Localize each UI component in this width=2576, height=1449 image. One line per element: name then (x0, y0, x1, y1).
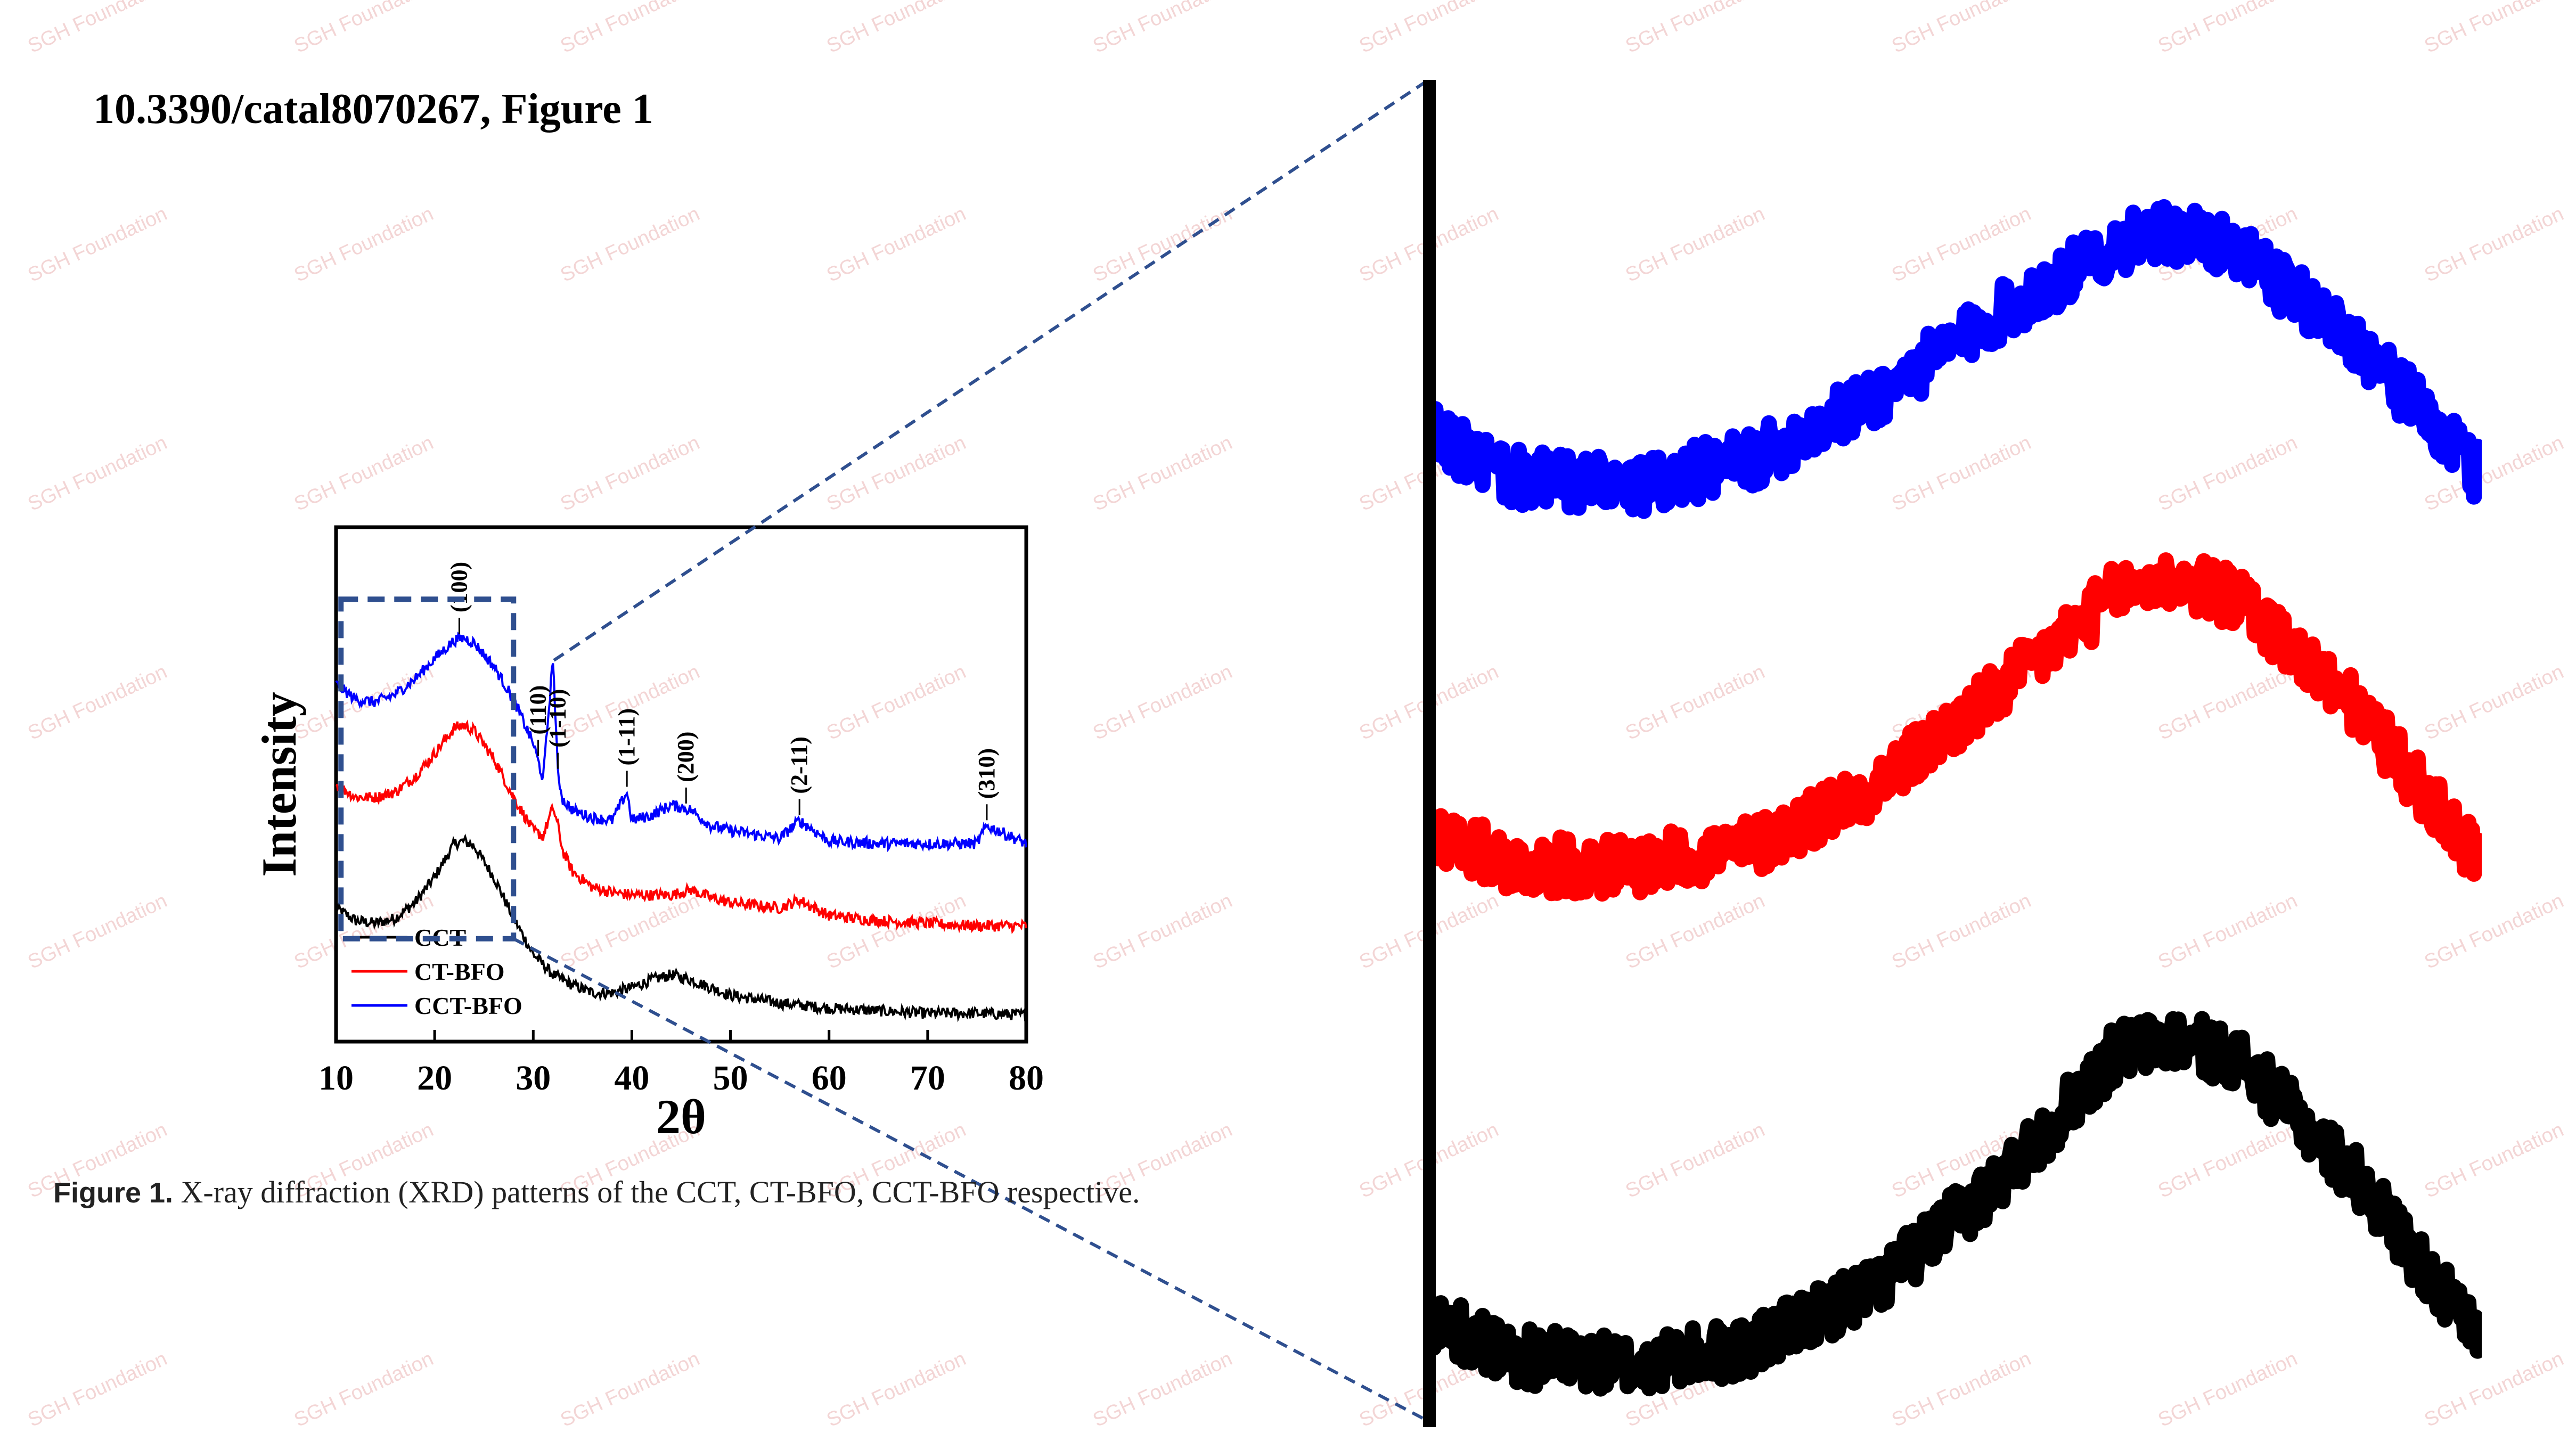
watermark-text: SGH Foundation (823, 0, 969, 58)
watermark-text: SGH Foundation (24, 660, 170, 744)
watermark-text: SGH Foundation (823, 889, 969, 973)
watermark-text: SGH Foundation (823, 431, 969, 515)
watermark-text: SGH Foundation (1888, 0, 2034, 58)
watermark-text: SGH Foundation (1090, 202, 1236, 286)
figure-doi-title: 10.3390/catal8070267, Figure 1 (93, 86, 653, 133)
watermark-text: SGH Foundation (1888, 889, 2034, 973)
plot-frame (334, 525, 1028, 1044)
watermark-text: SGH Foundation (823, 660, 969, 744)
watermark-text: SGH Foundation (2155, 1347, 2301, 1431)
watermark-text: SGH Foundation (1090, 0, 1236, 58)
x-tick-label: 70 (910, 1059, 945, 1098)
watermark-text: SGH Foundation (557, 202, 703, 286)
x-tick-label: 60 (812, 1059, 847, 1098)
watermark-text: SGH Foundation (1622, 660, 1768, 744)
watermark-text: SGH Foundation (2155, 660, 2301, 744)
watermark-text: SGH Foundation (24, 202, 170, 286)
peak-label: (100) (446, 562, 472, 612)
caption-text: X-ray diffraction (XRD) patterns of the … (173, 1175, 1140, 1209)
watermark-text: SGH Foundation (291, 0, 437, 58)
watermark-text: SGH Foundation (823, 202, 969, 286)
watermark-text: SGH Foundation (2421, 1118, 2567, 1202)
x-tick-label: 10 (318, 1059, 354, 1098)
xrd-chart: (100) (110)(1-10) (1-11) (200) (2-11) (310) 1… (252, 525, 1044, 1144)
x-tick-label: 80 (1009, 1059, 1044, 1098)
watermark-text: SGH Foundation (557, 889, 703, 973)
peak-label: (310) (974, 748, 1000, 799)
zoom-box (338, 596, 517, 942)
zoom-left-axis (1423, 80, 1436, 1427)
watermark-text: SGH Foundation (1888, 202, 2034, 286)
watermark-text: SGH Foundation (1622, 0, 1768, 58)
figure-caption: Figure 1. X-ray diffraction (XRD) patter… (53, 1174, 1140, 1210)
series-line-ct-bfo (336, 719, 1027, 935)
watermark-text: SGH Foundation (24, 889, 170, 973)
zoom-connector-top (553, 81, 1426, 662)
legend-label: CT-BFO (414, 958, 505, 985)
watermark-text: SGH Foundation (557, 431, 703, 515)
zoom-series-line-cct-bfo (1425, 199, 2482, 519)
legend-label: CCT-BFO (414, 992, 522, 1019)
watermark-text: SGH Foundation (2155, 431, 2301, 515)
x-tick-label: 50 (713, 1059, 748, 1098)
watermark-text: SGH Foundation (2155, 1118, 2301, 1202)
watermark-text: SGH Foundation (291, 1347, 437, 1431)
series-layer (335, 632, 1027, 1022)
x-axis-label: 2θ (656, 1090, 706, 1144)
watermark-text: SGH Foundation (24, 0, 170, 58)
peak-label: (1-11) (614, 708, 640, 766)
peak-label: (1-10) (545, 689, 571, 748)
watermark-text: SGH Foundation (2421, 1347, 2567, 1431)
watermark-text: SGH Foundation (1622, 202, 1768, 286)
watermark-text: SGH Foundation (1888, 1347, 2034, 1431)
watermark-text: SGH Foundation (1090, 889, 1236, 973)
watermark-text: SGH Foundation (291, 202, 437, 286)
zoom-series-line-ct-bfo (1425, 552, 2482, 902)
series-line-cct-bfo (335, 632, 1027, 853)
watermark-text: SGH Foundation (291, 431, 437, 515)
zoom-panel (1423, 80, 2482, 1427)
watermark-text: SGH Foundation (1090, 660, 1236, 744)
watermark-text: SGH Foundation (24, 1347, 170, 1431)
watermark-text: SGH Foundation (1090, 431, 1236, 515)
zoom-series-line-cct (1425, 1011, 2482, 1397)
y-axis-label: Intensity (252, 692, 306, 877)
watermark-text: SGH Foundation (2421, 202, 2567, 286)
watermark-text: SGH Foundation (823, 1347, 969, 1431)
watermark-text: SGH Foundation (24, 431, 170, 515)
watermark-text: SGH Foundation (557, 0, 703, 58)
watermark-text: SGH Foundation (1888, 431, 2034, 515)
peak-labels: (100) (110)(1-10) (1-11) (200) (2-11) (310) (446, 562, 1000, 821)
watermark-text: SGH Foundation (1356, 0, 1502, 58)
watermark-text: SGH Foundation (557, 1347, 703, 1431)
x-axis-ticks: 10 20 30 40 50 60 70 80 (318, 1030, 1044, 1098)
watermark-text: SGH Foundation (2421, 889, 2567, 973)
x-tick-label: 30 (516, 1059, 551, 1098)
watermark-text: SGH Foundation (1090, 1347, 1236, 1431)
x-tick-label: 20 (417, 1059, 452, 1098)
peak-label: (200) (673, 732, 699, 782)
watermark-text: SGH Foundation (1622, 1118, 1768, 1202)
watermark-text: SGH Foundation (2155, 889, 2301, 973)
peak-label: (2-11) (786, 736, 812, 794)
watermark-text: SGH Foundation (2155, 0, 2301, 58)
x-tick-label: 40 (614, 1059, 649, 1098)
watermark-text: SGH Foundation (2421, 660, 2567, 744)
series-line-cct (335, 833, 1027, 1022)
watermark-text: SGH Foundation (2421, 0, 2567, 58)
peak-label: (110) (525, 685, 551, 735)
caption-label: Figure 1. (53, 1177, 174, 1209)
watermark-text: SGH Foundation (1622, 889, 1768, 973)
zoom-series-layer (1425, 199, 2482, 1397)
